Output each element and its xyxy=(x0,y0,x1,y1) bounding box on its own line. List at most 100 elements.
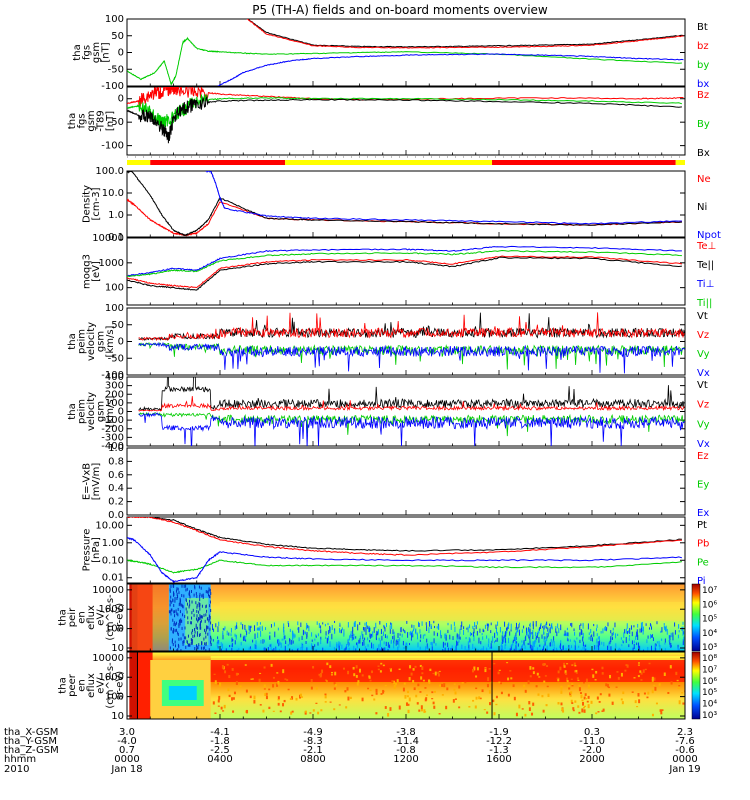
spectrogram-pixel xyxy=(444,642,446,646)
spectrogram-pixel xyxy=(637,623,639,628)
spectrogram-pixel xyxy=(314,638,316,641)
spectrogram-pixel xyxy=(271,648,273,651)
spectrogram-pixel xyxy=(209,595,211,599)
spectrogram-pixel xyxy=(658,643,660,647)
spectrogram-pixel xyxy=(567,684,570,689)
y-tick-label: 0 xyxy=(118,94,124,105)
spectrogram-pixel xyxy=(540,624,542,629)
spectrogram-pixel xyxy=(260,630,262,637)
spectrogram-pixel xyxy=(301,696,304,698)
y-axis-label: [km/s] xyxy=(105,395,116,427)
spectrogram-pixel xyxy=(531,712,534,716)
spectrogram-pixel xyxy=(185,584,187,588)
spectrogram-pixel xyxy=(264,693,267,697)
spectrogram-pixel xyxy=(528,634,530,639)
y-axis-label: tha xyxy=(58,609,69,625)
spectrogram-pixel xyxy=(486,711,489,714)
spectrogram-pixel xyxy=(187,616,189,620)
spectrogram-pixel xyxy=(640,672,643,675)
spectrogram-pixel xyxy=(475,675,478,678)
spectrogram-pixel xyxy=(419,664,422,667)
spectrogram-pixel xyxy=(299,693,302,698)
spectrogram-pixel xyxy=(289,697,292,700)
legend-label: Pb xyxy=(697,539,709,550)
spectrogram-pixel xyxy=(598,700,601,703)
spectrogram-pixel xyxy=(369,627,371,632)
spectrogram-pixel xyxy=(391,623,393,630)
spectrogram-pixel xyxy=(533,641,535,647)
spectrogram-pixel xyxy=(461,682,464,684)
spectrogram-pixel xyxy=(392,629,394,635)
spectrogram-pixel xyxy=(398,638,400,642)
spectrogram-pixel xyxy=(466,649,468,651)
spectrogram-edge xyxy=(129,652,140,719)
spectrogram-pixel xyxy=(383,625,385,629)
spectrogram-pixel xyxy=(397,633,399,639)
spectrogram-pixel xyxy=(200,626,202,630)
spectrogram-pixel xyxy=(185,636,187,640)
spectrogram-pixel xyxy=(176,587,178,591)
y-tick-label: 10000 xyxy=(92,653,124,664)
spectrogram-pixel xyxy=(358,639,360,644)
spectrogram-pixel xyxy=(651,676,654,680)
spectrogram-pixel xyxy=(179,610,181,614)
series-trace xyxy=(138,412,685,446)
spectrogram-pixel xyxy=(339,622,341,626)
spectrogram-pixel xyxy=(177,631,179,635)
spectrogram-pixel xyxy=(656,621,658,625)
spectrogram-pixel xyxy=(389,707,392,711)
spectrogram-pixel xyxy=(347,622,349,628)
series-trace xyxy=(127,537,683,583)
spectrogram-pixel xyxy=(518,624,520,628)
x-tick-label: 1200 xyxy=(393,754,418,765)
trace-group xyxy=(127,19,684,86)
spectrogram-pixel xyxy=(543,636,545,642)
spectrogram-pixel xyxy=(529,624,531,627)
spectrogram-pixel xyxy=(545,623,547,629)
spectrogram-pixel xyxy=(219,682,222,687)
spectrogram-pixel xyxy=(188,605,190,609)
spectrogram-pixel xyxy=(248,631,250,635)
legend-label: Npot xyxy=(697,230,721,241)
spectrogram-pixel xyxy=(567,632,569,637)
spectrogram-pixel xyxy=(338,645,340,651)
spectrogram-pixel xyxy=(320,629,322,634)
spectrogram-pixel xyxy=(663,625,665,629)
spectrogram-pixel xyxy=(325,636,327,639)
y-axis-label: peir xyxy=(67,607,78,627)
spectrogram-pixel xyxy=(320,638,322,645)
spectrogram-pixel xyxy=(641,626,643,632)
spectrogram-pixel xyxy=(186,610,188,614)
spectrogram-pixel xyxy=(210,609,212,613)
spectrogram-pixel xyxy=(210,621,212,625)
spectrogram-pixel xyxy=(573,662,576,666)
spectrogram-pixel xyxy=(518,622,520,625)
spectrogram-pixel xyxy=(358,668,361,673)
spectrogram-pixel xyxy=(361,634,363,637)
spectrogram-pixel xyxy=(315,702,318,704)
spectrogram-pixel xyxy=(557,677,560,682)
spectrogram-pixel xyxy=(555,647,557,651)
spectrogram-pixel xyxy=(412,668,415,671)
spectrogram-pixel xyxy=(523,641,525,645)
spectrogram-pixel xyxy=(187,634,189,638)
spectrogram-pixel xyxy=(542,709,545,713)
spectrogram-pixel xyxy=(683,631,685,635)
legend-label: Ez xyxy=(697,451,709,462)
spectrogram-pixel xyxy=(557,623,559,629)
spectrogram-pixel xyxy=(209,600,211,604)
spectrogram-pixel xyxy=(615,633,617,639)
spectrogram-pixel xyxy=(642,629,644,635)
spectrogram-pixel xyxy=(573,639,575,643)
spectrogram-pixel xyxy=(674,622,676,627)
spectrogram-pixel xyxy=(609,649,611,651)
spectrogram-pixel xyxy=(484,667,487,669)
spectrogram-pixel xyxy=(642,626,644,632)
spectrogram-pixel xyxy=(384,647,386,651)
spectrogram-pixel xyxy=(553,647,555,651)
spectrogram-pixel xyxy=(501,645,503,651)
spectrogram-pixel xyxy=(488,689,491,694)
spectrogram-pixel xyxy=(446,687,449,691)
spectrogram-pixel xyxy=(172,630,174,634)
spectrogram-pixel xyxy=(233,691,236,695)
